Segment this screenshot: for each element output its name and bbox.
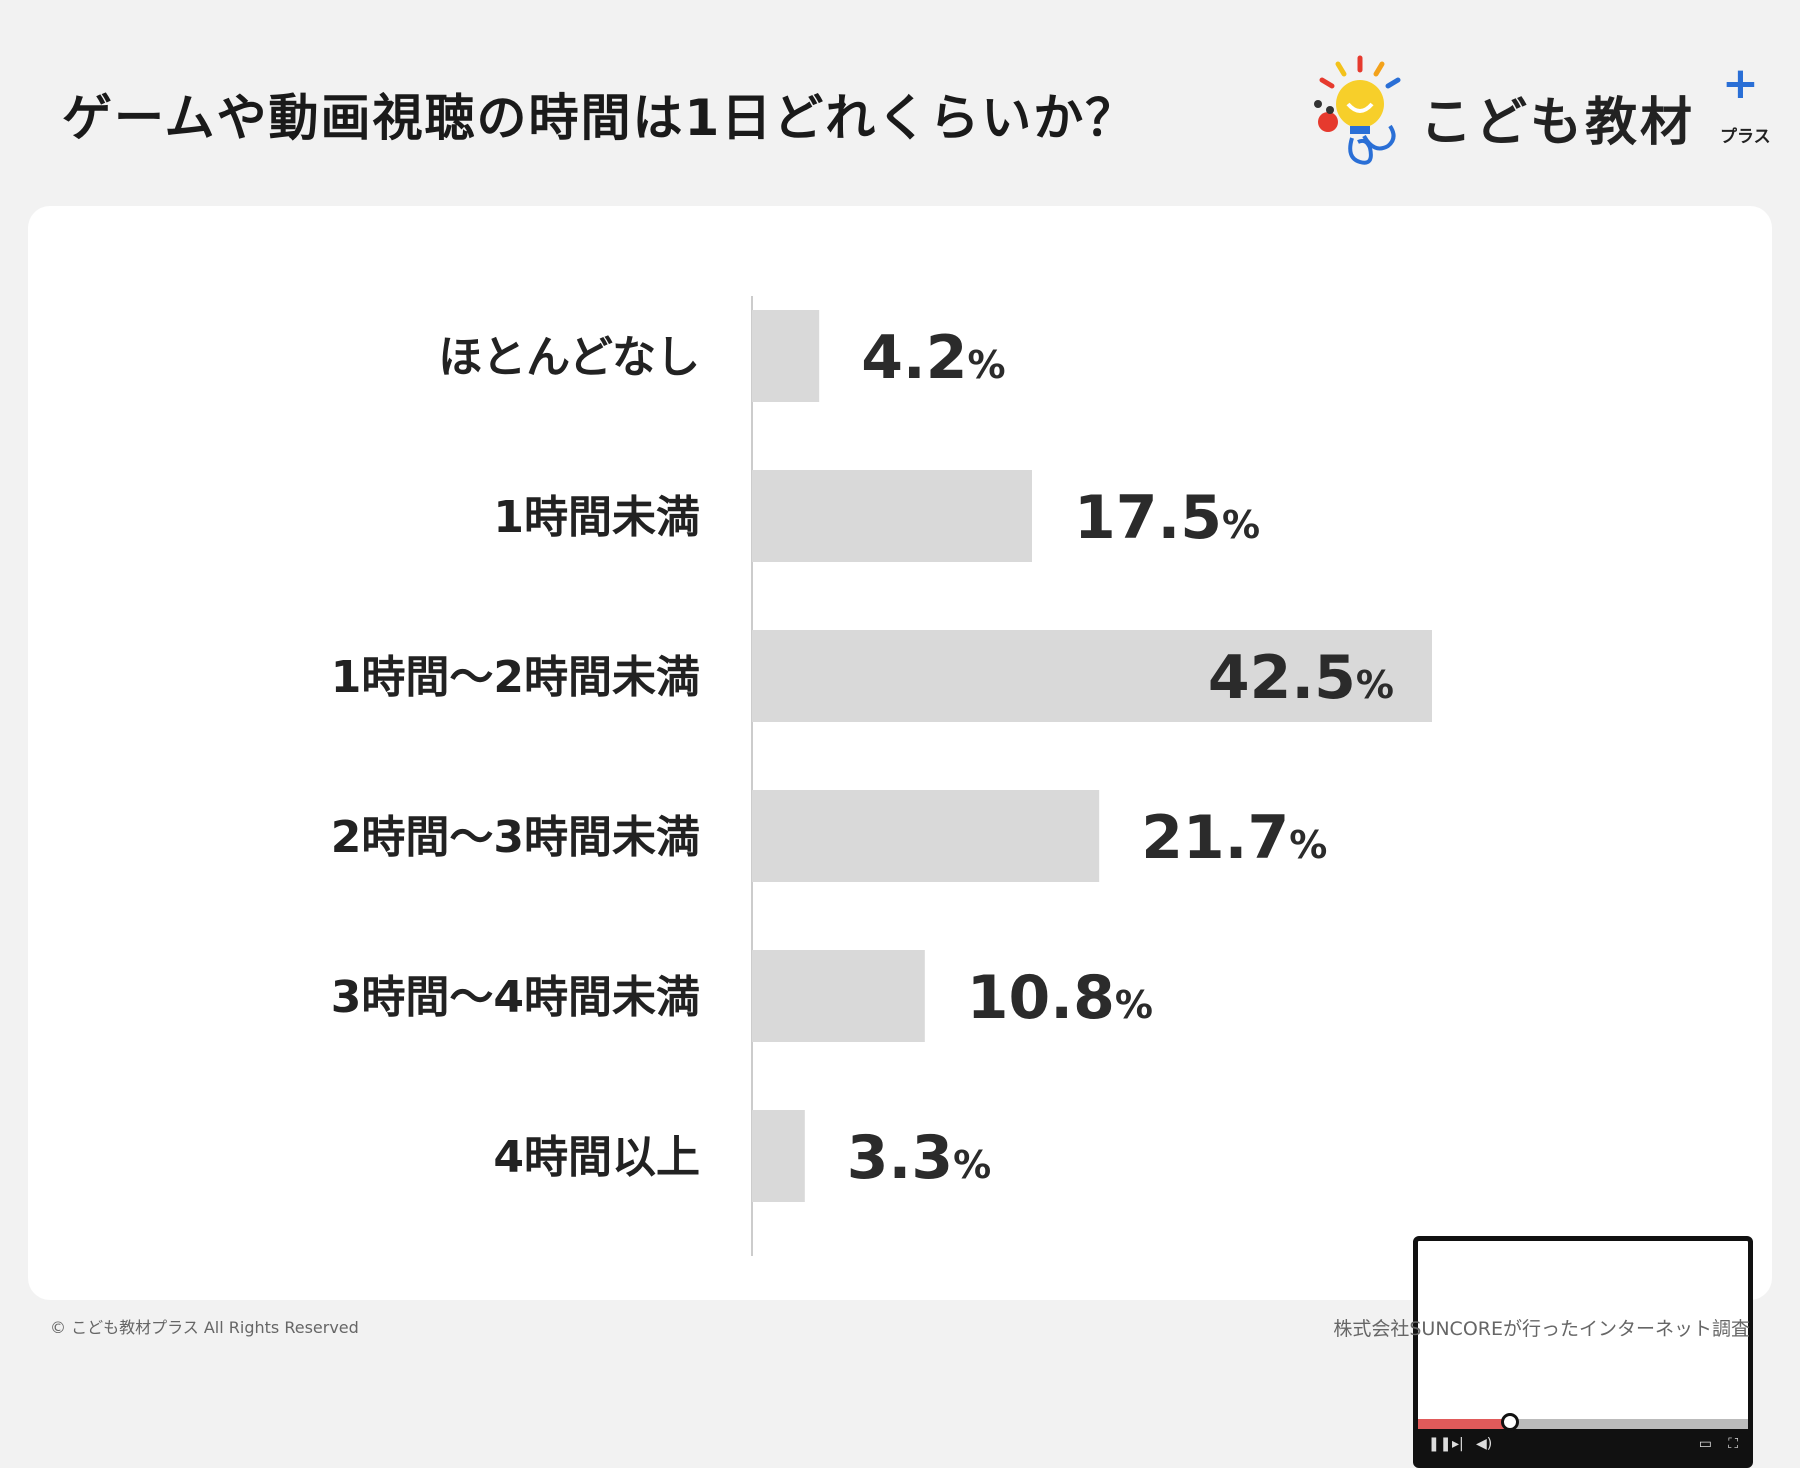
copyright-text: © こども教材プラス All Rights Reserved <box>50 1318 359 1337</box>
bar-0 <box>752 310 820 402</box>
value-label-2: 42.5% <box>1208 643 1394 713</box>
category-label-2: 1時間〜2時間未満 <box>331 652 700 703</box>
value-label-1: 17.5% <box>1074 483 1260 553</box>
category-label-4: 3時間〜4時間未満 <box>331 972 700 1023</box>
video-control-bar: ❚❚ ▸| ◀) ▭ ⛶ <box>1418 1413 1748 1463</box>
category-label-1: 1時間未満 <box>493 492 700 543</box>
page-title: ゲームや動画視聴の時間は1日どれくらいか？ <box>62 89 1138 147</box>
logo-plus-icon: + <box>1722 58 1759 109</box>
bar-2 <box>752 630 1432 722</box>
value-label-4: 10.8% <box>967 963 1153 1033</box>
video-player[interactable]: ❚❚ ▸| ◀) ▭ ⛶ <box>1413 1236 1753 1468</box>
category-label-3: 2時間〜3時間未満 <box>331 812 700 863</box>
value-label-5: 3.3% <box>847 1123 991 1193</box>
bar-1 <box>752 470 1032 562</box>
logo-sub: プラス <box>1720 127 1771 147</box>
category-label-5: 4時間以上 <box>493 1132 700 1183</box>
source-note: 株式会社SUNCOREが行ったインターネット調査 <box>1333 1318 1750 1340</box>
brand-logo: こども教材 + プラス <box>1302 52 1772 168</box>
video-seek-track[interactable] <box>1418 1413 1748 1431</box>
pause-icon[interactable]: ❚❚ <box>1428 1436 1452 1452</box>
volume-icon[interactable]: ◀) <box>1476 1436 1493 1452</box>
miniplayer-icon[interactable]: ▭ <box>1698 1436 1712 1452</box>
logo-text: こども教材 <box>1420 93 1696 153</box>
bar-chart: ほとんどなし 4.2% 1時間未満 17.5% 1時間〜2時間未満 42.5% 2時間〜3時… <box>331 296 1432 1256</box>
bar-5 <box>752 1110 805 1202</box>
video-seek-handle[interactable] <box>1501 1413 1520 1431</box>
value-label-3: 21.7% <box>1141 803 1327 873</box>
chart-card: ほとんどなし 4.2% 1時間未満 17.5% 1時間〜2時間未満 42.5% 2時間〜3時… <box>28 206 1772 1468</box>
video-progress <box>1418 1419 1511 1429</box>
next-icon[interactable]: ▸| <box>1452 1436 1464 1452</box>
bar-3 <box>752 790 1100 882</box>
lightbulb-logo-icon <box>1314 55 1401 165</box>
fullscreen-icon[interactable]: ⛶ <box>1728 1436 1738 1452</box>
bar-4 <box>752 950 925 1042</box>
value-label-0: 4.2% <box>861 323 1005 393</box>
category-label-0: ほとんどなし <box>438 332 700 383</box>
